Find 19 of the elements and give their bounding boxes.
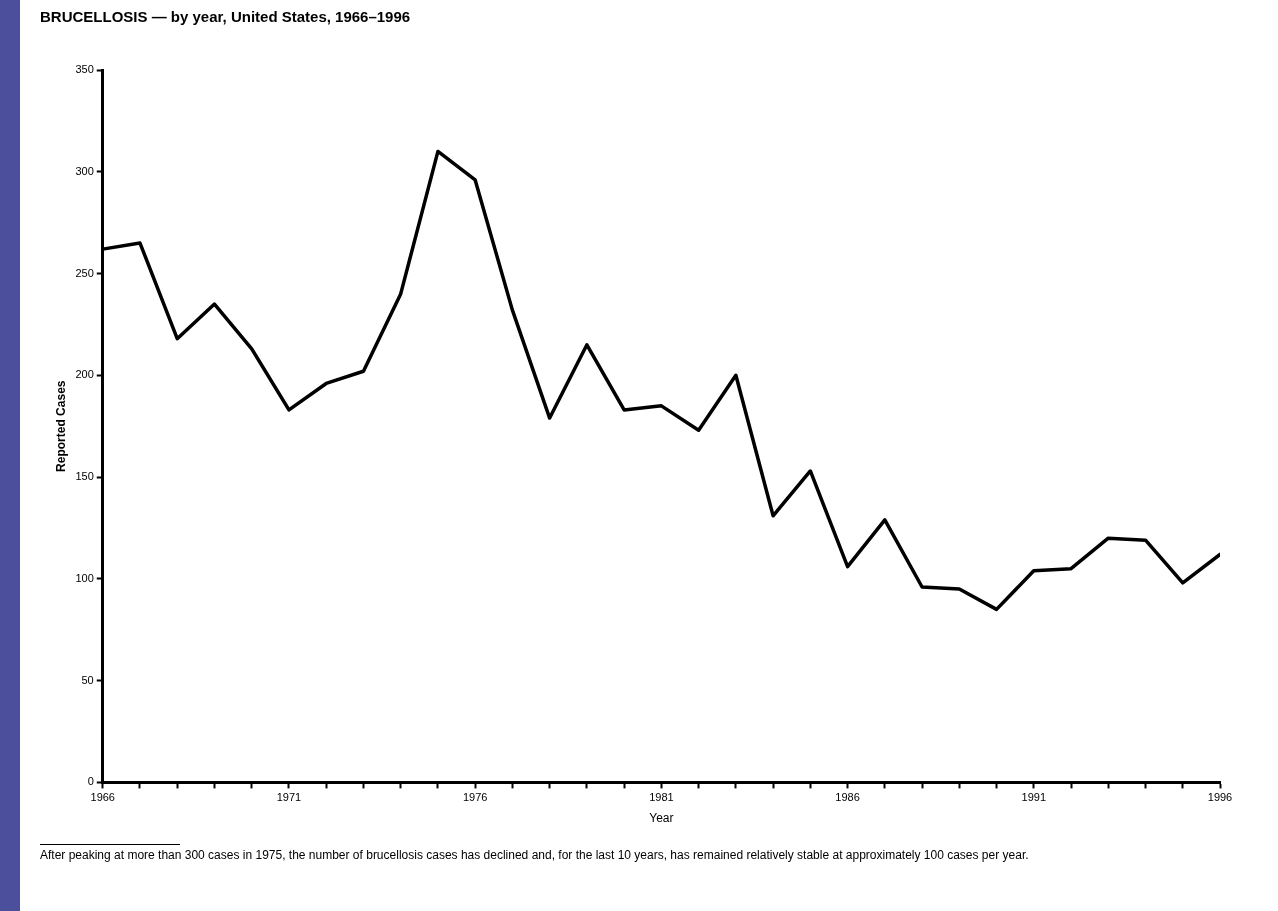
y-tick-label: 50 [81,673,94,686]
y-tick-label: 350 [75,63,94,76]
x-tick-label: 1986 [835,791,860,804]
y-tick-label: 100 [75,571,94,584]
y-tick-label: 250 [75,266,94,279]
x-tick-label: 1976 [462,791,488,804]
x-tick-label: 1991 [1021,791,1047,804]
x-tick-label: 1996 [1207,791,1233,804]
x-tick-label: 1981 [649,791,674,804]
y-tick-label: 300 [75,164,94,177]
chart-title: BRUCELLOSIS — by year, United States, 1966–1996 [40,8,411,25]
y-tick-label: 200 [75,368,94,381]
x-tick-label: 1966 [90,791,115,804]
y-tick-label: 150 [75,470,94,483]
text: After peaking at more than 300 cases in 1975, the number of brucellosis cases has declined and, for the last 10 years, has remained relatively stable at approximately 100 cases per year. [40,848,1030,862]
y-tick-label: 0 [87,775,94,788]
x-tick-label: 1971 [276,791,302,804]
y-axis-title: Reported Cases [53,380,68,472]
x-axis-title: Year [649,811,674,826]
